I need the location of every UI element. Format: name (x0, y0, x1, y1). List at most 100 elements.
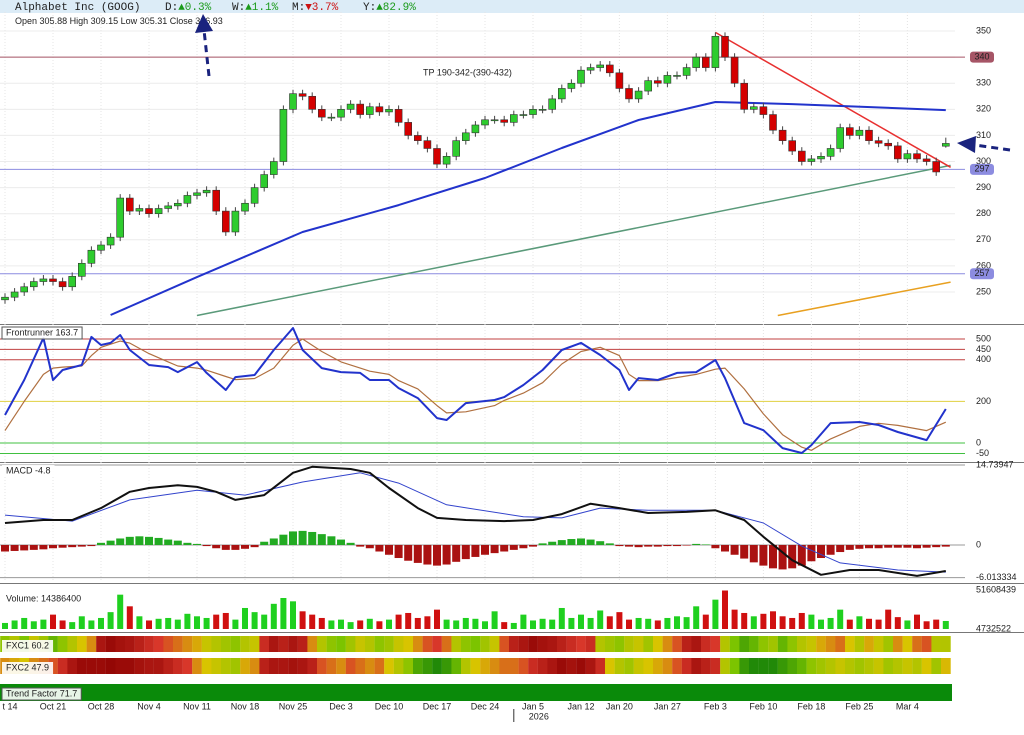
candle-body (913, 153, 921, 160)
histogram-bar (817, 544, 825, 559)
y-tick-label: -50 (976, 448, 989, 458)
candle-body (788, 140, 797, 152)
heat-cell (777, 658, 788, 674)
volume-bar (11, 620, 18, 629)
y-tick-label: 200 (976, 396, 991, 406)
heat-cell (201, 658, 212, 674)
volume-bar (213, 614, 220, 629)
volume-bar (261, 614, 268, 629)
heat-cell (115, 636, 126, 652)
volume-bar (98, 617, 104, 629)
heat-cell (403, 636, 414, 652)
histogram-bar (740, 544, 749, 559)
heat-cell (816, 658, 826, 674)
panel-label-box (2, 640, 54, 652)
histogram-bar (125, 536, 134, 545)
histogram-bar (769, 544, 777, 569)
x-tick-label: Nov 18 (231, 701, 260, 711)
level-tag-label: 297 (974, 164, 989, 174)
histogram-bar (308, 531, 317, 545)
volume-bar (558, 607, 565, 629)
histogram-bar (413, 544, 422, 563)
y-tick-label: -6.013334 (976, 572, 1017, 582)
heat-cell (163, 658, 174, 674)
histogram-bar (154, 537, 163, 545)
heat-cell (720, 658, 730, 674)
volume-bar (539, 618, 546, 629)
candle-body (49, 278, 57, 282)
heat-cell (67, 636, 78, 652)
heat-cell (278, 658, 289, 674)
volume-bar (242, 607, 248, 629)
heat-cell (153, 636, 164, 652)
heat-cell (691, 636, 702, 652)
heat-cell (576, 658, 586, 674)
candle-body (289, 93, 297, 110)
change-label: W: (232, 2, 245, 14)
volume-bar (174, 619, 181, 629)
volume-bar (530, 620, 536, 629)
histogram-bar (193, 543, 201, 545)
volume-bar (376, 621, 383, 629)
x-tick-label: Jan 12 (567, 701, 594, 711)
histogram-bar (941, 544, 950, 547)
panel-label-text: Frontrunner 163.7 (6, 328, 78, 338)
heat-cell (499, 636, 510, 652)
heat-cell (297, 658, 308, 674)
heat-cell (787, 636, 798, 652)
volume-bar (222, 612, 229, 629)
histogram-bar (721, 544, 729, 552)
histogram-bar (183, 542, 192, 545)
volume-bar (280, 597, 287, 629)
histogram-bar (759, 544, 768, 566)
volume-bar (30, 621, 37, 629)
heat-cell (518, 636, 529, 652)
heat-cell (115, 658, 126, 674)
candle-body (298, 93, 307, 97)
histogram-bar (922, 544, 931, 548)
heat-cell (211, 636, 222, 652)
histogram-bar (346, 542, 355, 545)
ohlc-line: Open 305.88 High 309.15 Low 305.31 Close… (15, 16, 223, 26)
heat-cell (509, 636, 519, 652)
candle-body (663, 75, 672, 84)
x-tick-label: Nov 11 (183, 701, 211, 711)
histogram-bar (260, 541, 269, 545)
heat-cell (336, 658, 346, 674)
level-tag-label: 257 (974, 268, 989, 278)
panel-label: Trend Factor 71.7 (1, 687, 82, 701)
histogram-bar (404, 544, 413, 561)
volume-bar (59, 620, 66, 629)
heat-cell (57, 658, 68, 674)
panel-label-box (1, 326, 83, 340)
heat-cell (345, 636, 356, 652)
candle-body (730, 56, 739, 84)
volume-bar (366, 618, 373, 629)
histogram-bar (317, 534, 326, 545)
candle-body (797, 150, 806, 162)
heat-cell (365, 636, 375, 652)
histogram-bar (557, 540, 566, 545)
histogram-bar (97, 542, 105, 545)
heat-cell (432, 636, 442, 652)
candle-body (39, 278, 48, 282)
volume-bar (827, 617, 834, 629)
ohlc-label: Low (121, 16, 138, 26)
x-tick-label: t 14 (2, 701, 17, 711)
panel-label-box (1, 687, 82, 701)
heat-cell (883, 658, 894, 674)
change-label: Y: (363, 2, 376, 14)
heat-cell (144, 636, 154, 652)
line-series (715, 31, 951, 168)
histogram-bar (202, 544, 211, 547)
candle-body (183, 195, 192, 204)
histogram-bar (874, 544, 883, 549)
panel-label-box (2, 593, 86, 605)
histogram-bar (596, 541, 605, 545)
histogram-bar (519, 544, 528, 549)
candle-body (337, 109, 345, 118)
candle-body (701, 56, 710, 68)
histogram-bar (20, 544, 29, 551)
heat-cell (201, 636, 212, 652)
